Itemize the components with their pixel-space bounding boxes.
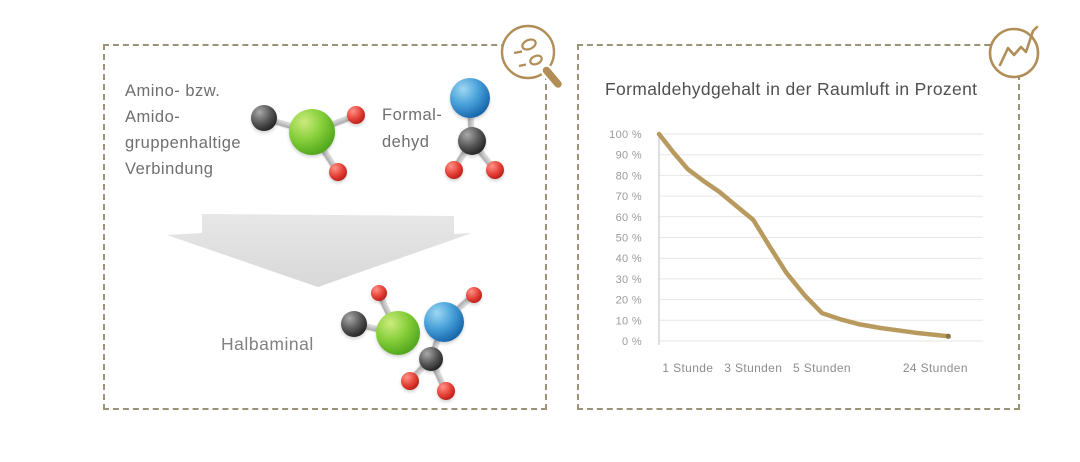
bond bbox=[376, 291, 401, 335]
atom-red bbox=[445, 161, 463, 179]
atom-red bbox=[401, 372, 419, 390]
atom-red bbox=[347, 106, 365, 124]
atom-green bbox=[289, 109, 335, 155]
bond bbox=[467, 97, 475, 142]
atom-black bbox=[419, 347, 443, 371]
atom-red bbox=[486, 161, 504, 179]
data-line-end bbox=[945, 333, 951, 339]
bond bbox=[469, 139, 498, 172]
bond bbox=[407, 356, 434, 384]
reaction-diagram-panel: Amino- bzw. Amido- gruppenhaltige Verbin… bbox=[103, 44, 547, 410]
formaldehyde-decline-chart: 100 % 90 % 80 % 70 % 60 % 50 % 40 % 30 % 20 % 10 … bbox=[609, 129, 983, 375]
bond bbox=[428, 321, 447, 360]
chart-title: Formaldehydgehalt in der Raumluft in Pro… bbox=[605, 79, 978, 99]
y-tick-label: 20 % bbox=[616, 295, 642, 307]
bond bbox=[428, 357, 449, 393]
x-tick-label: 24 Stunden bbox=[903, 361, 968, 375]
atom-red bbox=[437, 382, 455, 400]
bond bbox=[353, 321, 399, 336]
atom-black bbox=[251, 105, 277, 131]
atom-red bbox=[371, 285, 387, 301]
y-tick-label: 100 % bbox=[609, 129, 642, 141]
reactant-label: Amino- bzw. Amido- gruppenhaltige Verbin… bbox=[125, 78, 241, 182]
y-tick-label: 80 % bbox=[616, 170, 642, 182]
atom-blue bbox=[424, 302, 464, 342]
atom-black bbox=[341, 311, 367, 337]
bond bbox=[451, 139, 475, 172]
data-line bbox=[656, 131, 951, 339]
x-tick-label: 3 Stunden bbox=[724, 361, 782, 375]
formaldehyde-label-line: dehyd bbox=[382, 133, 430, 151]
reactant-label-line: Amino- bzw. bbox=[125, 82, 221, 100]
product-label: Halbaminal bbox=[221, 334, 314, 354]
x-tick-label: 5 Stunden bbox=[793, 361, 851, 375]
bond bbox=[263, 115, 313, 135]
formaldehyde-label: Formal- dehyd bbox=[382, 102, 442, 156]
atom-green bbox=[376, 311, 420, 355]
formaldehyde-label-line: Formal- bbox=[382, 106, 443, 124]
y-tick-label: 40 % bbox=[616, 253, 642, 265]
reactant-label-line: Amido- bbox=[125, 108, 181, 126]
y-tick-label: 30 % bbox=[616, 274, 642, 286]
atom-black bbox=[458, 127, 486, 155]
y-tick-label: 70 % bbox=[616, 191, 642, 203]
magnifier-molecules-icon bbox=[500, 24, 564, 90]
y-tick-label: 90 % bbox=[616, 150, 642, 162]
trend-line-icon bbox=[988, 25, 1040, 79]
atom-blue bbox=[450, 78, 490, 118]
reactant-label-line: gruppenhaltige bbox=[125, 134, 242, 152]
y-tick-label: 60 % bbox=[616, 212, 642, 224]
y-tick-label: 0 % bbox=[622, 336, 642, 348]
atom-red bbox=[466, 287, 482, 303]
y-tick-label: 50 % bbox=[616, 233, 642, 245]
reaction-arrow-shape bbox=[167, 214, 472, 287]
bond bbox=[310, 112, 358, 135]
chart-panel: Formaldehydgehalt in der Raumluft in Pro… bbox=[577, 44, 1020, 410]
reactant-label-line: Verbindung bbox=[125, 160, 214, 178]
y-tick-label: 10 % bbox=[616, 315, 642, 327]
bond bbox=[441, 292, 477, 325]
atom-red bbox=[329, 163, 347, 181]
x-tick-label: 1 Stunde bbox=[662, 361, 713, 375]
bond bbox=[309, 130, 341, 174]
